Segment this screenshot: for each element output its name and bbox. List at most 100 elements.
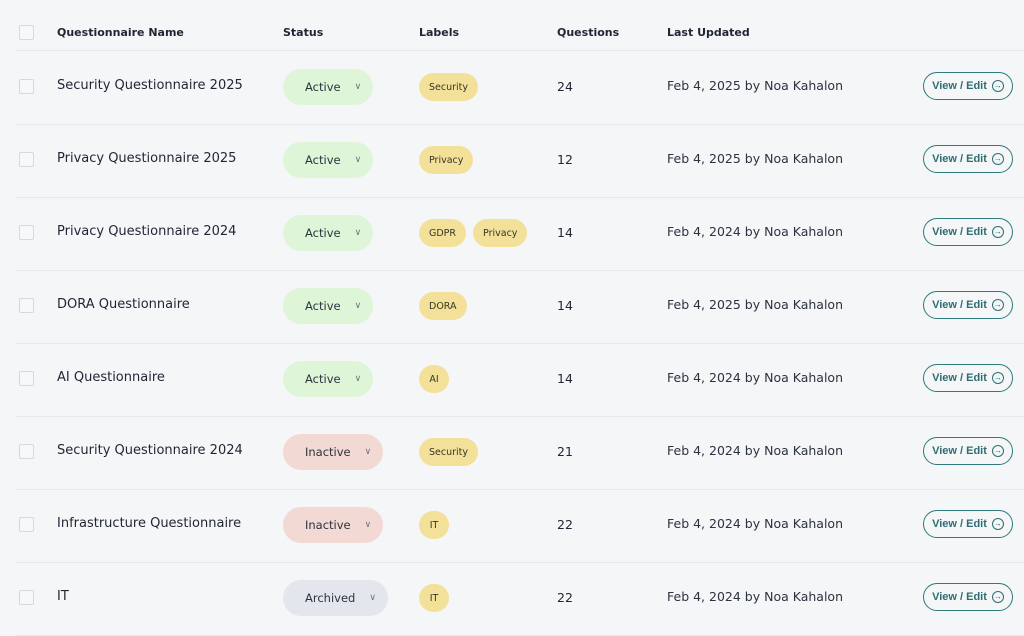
arrow-circle-right-icon: →	[991, 80, 1004, 92]
labels-cell: IT	[419, 584, 449, 612]
labels-cell: IT	[419, 511, 449, 539]
row-checkbox[interactable]	[19, 79, 34, 94]
chevron-down-icon: ∨	[354, 82, 362, 92]
arrow-circle-right-icon: →	[991, 518, 1004, 530]
last-updated: Feb 4, 2024 by Noa Kahalon	[667, 443, 843, 458]
view-edit-button[interactable]: View / Edit →	[923, 291, 1013, 319]
labels-cell: Security	[419, 73, 479, 101]
questions-count: 22	[557, 590, 573, 605]
status-value: Active	[305, 153, 341, 167]
view-edit-label: View / Edit	[932, 372, 987, 384]
last-updated: Feb 4, 2024 by Noa Kahalon	[667, 589, 843, 604]
chevron-down-icon: ∨	[354, 374, 362, 384]
view-edit-label: View / Edit	[932, 518, 987, 530]
table-row: Infrastructure Questionnaire Inactive ∨ …	[16, 489, 1024, 563]
questionnaire-name[interactable]: Infrastructure Questionnaire	[57, 516, 242, 531]
view-edit-button[interactable]: View / Edit →	[923, 583, 1013, 611]
view-edit-button[interactable]: View / Edit →	[923, 437, 1013, 465]
chevron-down-icon: ∨	[354, 155, 362, 165]
status-value: Inactive	[305, 518, 351, 532]
label-badge: Security	[419, 73, 479, 101]
questions-count: 14	[557, 298, 573, 313]
status-dropdown[interactable]: Inactive ∨	[283, 507, 383, 543]
questionnaire-name[interactable]: Security Questionnaire 2024	[57, 443, 243, 458]
row-checkbox[interactable]	[19, 225, 34, 240]
label-badge: IT	[419, 511, 449, 539]
view-edit-button[interactable]: View / Edit →	[923, 145, 1013, 173]
questionnaire-name[interactable]: AI Questionnaire	[57, 370, 165, 385]
table-row: Security Questionnaire 2024 Inactive ∨ S…	[16, 416, 1024, 490]
chevron-down-icon: ∨	[354, 228, 362, 238]
select-all-checkbox[interactable]	[19, 25, 34, 40]
label-badge: Privacy	[419, 146, 474, 174]
header-last-updated[interactable]: Last Updated	[667, 26, 750, 39]
chevron-down-icon: ∨	[364, 447, 372, 457]
table-row: Privacy Questionnaire 2024 Active ∨ GDPR…	[16, 197, 1024, 271]
questionnaire-name[interactable]: IT	[57, 589, 69, 604]
view-edit-label: View / Edit	[932, 445, 987, 457]
header-questions[interactable]: Questions	[557, 26, 620, 39]
label-badge: Privacy	[473, 219, 528, 247]
row-checkbox[interactable]	[19, 590, 34, 605]
labels-cell: Security	[419, 438, 479, 466]
status-dropdown[interactable]: Active ∨	[283, 142, 373, 178]
last-updated: Feb 4, 2024 by Noa Kahalon	[667, 224, 843, 239]
status-dropdown[interactable]: Active ∨	[283, 288, 373, 324]
view-edit-button[interactable]: View / Edit →	[923, 218, 1013, 246]
last-updated: Feb 4, 2025 by Noa Kahalon	[667, 151, 843, 166]
status-value: Active	[305, 372, 341, 386]
status-dropdown[interactable]: Active ∨	[283, 215, 373, 251]
status-value: Active	[305, 299, 341, 313]
table-row: Security Questionnaire 2025 Active ∨ Sec…	[16, 51, 1024, 125]
labels-cell: DORA	[419, 292, 467, 320]
table-header: Questionnaire Name Status Labels Questio…	[16, 0, 1024, 51]
table-row: Privacy Questionnaire 2025 Active ∨ Priv…	[16, 124, 1024, 198]
questions-count: 14	[557, 225, 573, 240]
last-updated: Feb 4, 2024 by Noa Kahalon	[667, 370, 843, 385]
questions-count: 12	[557, 152, 573, 167]
view-edit-label: View / Edit	[932, 226, 987, 238]
row-checkbox[interactable]	[19, 444, 34, 459]
arrow-circle-right-icon: →	[991, 372, 1004, 384]
header-status[interactable]: Status	[283, 26, 324, 39]
questions-count: 24	[557, 79, 573, 94]
questionnaire-name[interactable]: Privacy Questionnaire 2024	[57, 224, 237, 239]
questionnaire-name[interactable]: Privacy Questionnaire 2025	[57, 151, 237, 166]
row-checkbox[interactable]	[19, 371, 34, 386]
status-dropdown[interactable]: Active ∨	[283, 69, 373, 105]
arrow-circle-right-icon: →	[991, 153, 1004, 165]
header-labels[interactable]: Labels	[419, 26, 460, 39]
row-checkbox[interactable]	[19, 517, 34, 532]
label-badge: Security	[419, 438, 479, 466]
table-row: DORA Questionnaire Active ∨ DORA 14 Feb …	[16, 270, 1024, 344]
label-badge: GDPR	[419, 219, 467, 247]
questions-count: 22	[557, 517, 573, 532]
questions-count: 14	[557, 371, 573, 386]
table-row: AI Questionnaire Active ∨ AI 14 Feb 4, 2…	[16, 343, 1024, 417]
last-updated: Feb 4, 2025 by Noa Kahalon	[667, 78, 843, 93]
label-badge: IT	[419, 584, 449, 612]
view-edit-button[interactable]: View / Edit →	[923, 510, 1013, 538]
status-value: Active	[305, 80, 341, 94]
arrow-circle-right-icon: →	[991, 299, 1004, 311]
status-value: Inactive	[305, 445, 351, 459]
labels-cell: Privacy	[419, 146, 474, 174]
chevron-down-icon: ∨	[364, 520, 372, 530]
status-dropdown[interactable]: Inactive ∨	[283, 434, 383, 470]
status-dropdown[interactable]: Archived ∨	[283, 580, 388, 616]
row-checkbox[interactable]	[19, 298, 34, 313]
chevron-down-icon: ∨	[354, 301, 362, 311]
label-badge: AI	[419, 365, 449, 393]
header-name[interactable]: Questionnaire Name	[57, 26, 184, 39]
view-edit-button[interactable]: View / Edit →	[923, 364, 1013, 392]
status-dropdown[interactable]: Active ∨	[283, 361, 373, 397]
questionnaire-name[interactable]: Security Questionnaire 2025	[57, 78, 243, 93]
questions-count: 21	[557, 444, 573, 459]
view-edit-label: View / Edit	[932, 80, 987, 92]
view-edit-label: View / Edit	[932, 153, 987, 165]
labels-cell: GDPR Privacy	[419, 219, 528, 247]
row-checkbox[interactable]	[19, 152, 34, 167]
view-edit-button[interactable]: View / Edit →	[923, 72, 1013, 100]
questionnaire-name[interactable]: DORA Questionnaire	[57, 297, 190, 312]
chevron-down-icon: ∨	[369, 593, 376, 603]
